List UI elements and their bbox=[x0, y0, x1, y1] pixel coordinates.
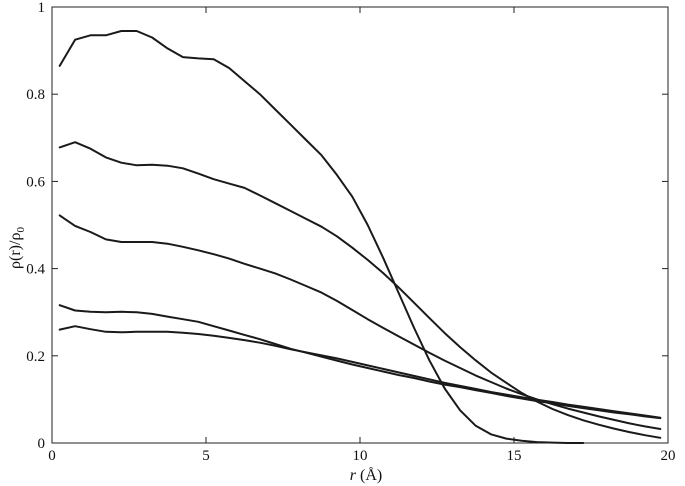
plot-frame bbox=[51, 6, 669, 444]
y-axis-label-sub: 0 bbox=[15, 227, 27, 233]
x-tick-label: 5 bbox=[202, 448, 210, 464]
y-tick-label: 0.2 bbox=[26, 349, 45, 365]
y-tick-label: 0 bbox=[38, 436, 46, 452]
x-tick-label: 10 bbox=[353, 448, 368, 464]
series-layer bbox=[58, 30, 662, 444]
labels-layer: r (Å) ρ(r)/ρ0 bbox=[7, 227, 382, 484]
x-axis-label-var: r bbox=[350, 467, 357, 484]
y-axis-label-text: ρ(r)/ρ bbox=[7, 233, 24, 269]
x-tick-label: 20 bbox=[661, 448, 676, 464]
series-line-5 bbox=[58, 325, 662, 419]
y-axis-label: ρ(r)/ρ0 bbox=[7, 227, 27, 269]
x-axis-label-unit: (Å) bbox=[356, 466, 382, 484]
x-tick-label: 15 bbox=[507, 448, 522, 464]
axes: 0 5 10 15 20 0 0.2 0.4 0.6 0.8 1 bbox=[26, 0, 675, 464]
y-tick-label: 0.6 bbox=[26, 174, 45, 190]
x-axis-label: r (Å) bbox=[350, 466, 382, 484]
series-line-4 bbox=[58, 304, 662, 420]
y-tick-label: 1 bbox=[38, 0, 46, 16]
y-tick-label: 0.4 bbox=[26, 262, 45, 278]
series-line-2 bbox=[58, 141, 662, 439]
series-line-3 bbox=[58, 214, 662, 430]
x-tick-label: 0 bbox=[48, 448, 56, 464]
series-line-1 bbox=[58, 30, 585, 444]
y-tick-label: 0.8 bbox=[26, 87, 45, 103]
